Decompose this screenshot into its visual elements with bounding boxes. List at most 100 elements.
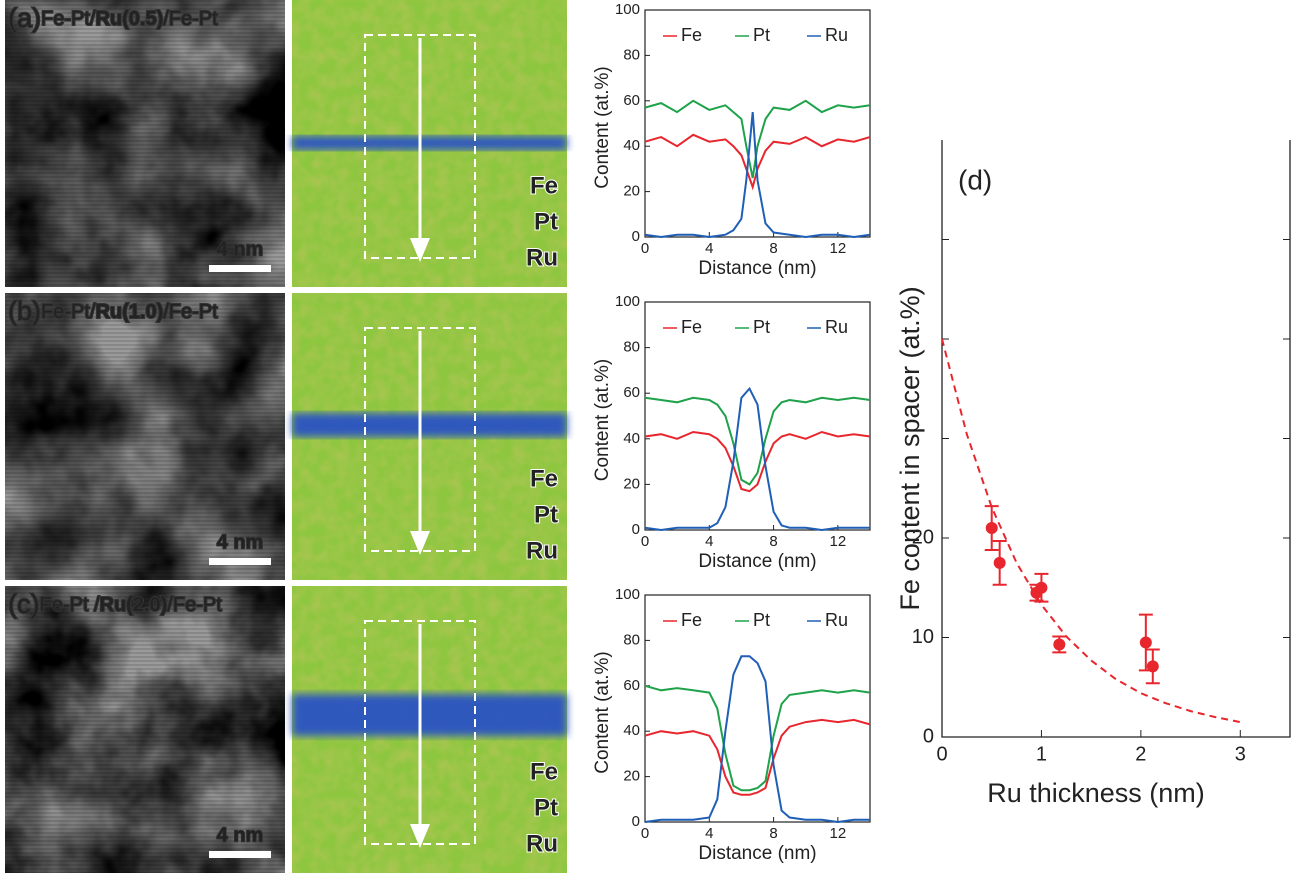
plot-frame bbox=[644, 594, 871, 823]
panel-label: (d) bbox=[958, 164, 992, 195]
legend-label: Ru bbox=[825, 317, 848, 337]
y-tick-label: 10 bbox=[912, 626, 934, 648]
map-label: Pt bbox=[534, 208, 558, 235]
scan-box bbox=[364, 34, 476, 259]
scan-box bbox=[364, 620, 476, 845]
x-tick-label: 0 bbox=[641, 533, 649, 550]
legend-label: Ru bbox=[825, 25, 848, 45]
ru-band bbox=[292, 413, 567, 437]
legend-label: Fe bbox=[681, 317, 702, 337]
scale-bar-label: 4 nm bbox=[217, 824, 264, 846]
y-axis-label: Fe content in spacer (at.%) bbox=[895, 286, 925, 610]
spacer-name: Ru(1.0) bbox=[95, 301, 163, 323]
y-axis-label: Content (at.%) bbox=[592, 651, 613, 774]
layer-name: /Fe-Pt bbox=[163, 301, 218, 323]
profile-line bbox=[644, 112, 871, 239]
y-axis-label: Content (at.%) bbox=[592, 66, 613, 189]
profile-line bbox=[644, 655, 870, 824]
plot-frame bbox=[644, 301, 871, 531]
map-label: Pt bbox=[534, 501, 558, 528]
x-axis-label: Distance (nm) bbox=[698, 551, 816, 572]
y-tick-label: 0 bbox=[632, 228, 640, 245]
x-tick-label: 0 bbox=[641, 825, 649, 842]
x-tick-label: 1 bbox=[1036, 743, 1047, 765]
y-tick-label: 60 bbox=[623, 384, 640, 401]
fit-curve bbox=[941, 338, 1241, 724]
scan-box bbox=[364, 327, 476, 552]
y-tick-label: 40 bbox=[623, 137, 640, 154]
x-tick-label: 8 bbox=[769, 825, 777, 842]
ru-band bbox=[292, 136, 567, 150]
panel-label: (a) bbox=[8, 3, 41, 33]
x-tick-label: 12 bbox=[830, 240, 847, 257]
data-point bbox=[1053, 638, 1066, 651]
x-tick-label: 12 bbox=[830, 825, 847, 842]
scale-bar bbox=[209, 265, 271, 272]
map-label: Ru bbox=[526, 537, 558, 564]
tem-lattice bbox=[5, 586, 285, 873]
x-tick-label: 4 bbox=[705, 240, 713, 257]
x-tick-label: 0 bbox=[641, 240, 649, 257]
axes bbox=[941, 140, 1291, 738]
profile-line bbox=[644, 718, 871, 796]
profile-line bbox=[644, 396, 871, 486]
y-tick-label: 0 bbox=[632, 813, 640, 830]
scan-arrow-head bbox=[410, 824, 430, 848]
layer-name: Fe-Pt / bbox=[39, 594, 99, 616]
profile-line bbox=[644, 386, 870, 532]
layer-name: /Fe-Pt bbox=[167, 594, 222, 616]
y-tick-label: 100 bbox=[615, 586, 640, 603]
y-axis-label: Content (at.%) bbox=[592, 359, 613, 482]
spacer-name: Ru(0.5) bbox=[95, 8, 163, 30]
y-tick-label: 60 bbox=[623, 677, 640, 694]
legend-label: Pt bbox=[753, 610, 770, 630]
profile-line bbox=[644, 99, 871, 179]
y-tick-label: 20 bbox=[912, 526, 934, 548]
map-label: Fe bbox=[530, 172, 558, 199]
data-point bbox=[985, 522, 998, 535]
panel-title: (c)Fe-Pt /Ru(2.0)/Fe-Pt bbox=[8, 589, 222, 619]
y-tick-label: 20 bbox=[623, 768, 640, 785]
y-tick-label: 60 bbox=[623, 92, 640, 109]
x-tick-label: 2 bbox=[1135, 743, 1146, 765]
data-point bbox=[1035, 581, 1048, 594]
legend-label: Fe bbox=[681, 610, 702, 630]
scale-bar bbox=[209, 851, 271, 858]
map-label: Fe bbox=[530, 465, 558, 492]
x-axis-label: Distance (nm) bbox=[698, 843, 816, 864]
ru-band bbox=[292, 694, 567, 736]
scale-bar-label: 4 nm bbox=[217, 531, 264, 553]
panel-label: (b) bbox=[8, 296, 41, 326]
profile-line bbox=[644, 684, 871, 792]
panel-title: (a)Fe-Pt/Ru(0.5)/Fe-Pt bbox=[8, 3, 218, 33]
layer-name: /Fe-Pt bbox=[163, 8, 218, 30]
profile-line bbox=[644, 133, 871, 191]
data-point bbox=[993, 556, 1006, 569]
x-tick-label: 0 bbox=[936, 743, 947, 765]
x-tick-label: 8 bbox=[769, 533, 777, 550]
x-tick-label: 3 bbox=[1235, 743, 1246, 765]
x-tick-label: 12 bbox=[830, 533, 847, 550]
scale-bar-label: 4 nm bbox=[217, 238, 264, 260]
panel-title: (b)Fe-Pt/Ru(1.0)/Fe-Pt bbox=[8, 296, 218, 326]
y-tick-label: 0 bbox=[632, 521, 640, 538]
y-tick-label: 100 bbox=[615, 293, 640, 310]
y-tick-label: 100 bbox=[615, 1, 640, 18]
spacer-name: Ru(2.0) bbox=[100, 594, 168, 616]
layer-name: Fe-Pt/ bbox=[41, 8, 96, 30]
y-tick-label: 40 bbox=[623, 430, 640, 447]
legend-label: Pt bbox=[753, 25, 770, 45]
data-point bbox=[1146, 660, 1159, 673]
plot-frame bbox=[644, 9, 871, 238]
x-axis-label: Ru thickness (nm) bbox=[987, 778, 1205, 808]
x-tick-label: 4 bbox=[705, 825, 713, 842]
x-axis-label: Distance (nm) bbox=[698, 258, 816, 279]
map-label: Ru bbox=[526, 830, 558, 857]
scale-bar bbox=[209, 558, 271, 565]
x-tick-label: 8 bbox=[769, 240, 777, 257]
tem-lattice bbox=[5, 0, 285, 287]
y-tick-label: 20 bbox=[623, 183, 640, 200]
y-tick-label: 0 bbox=[923, 725, 934, 747]
